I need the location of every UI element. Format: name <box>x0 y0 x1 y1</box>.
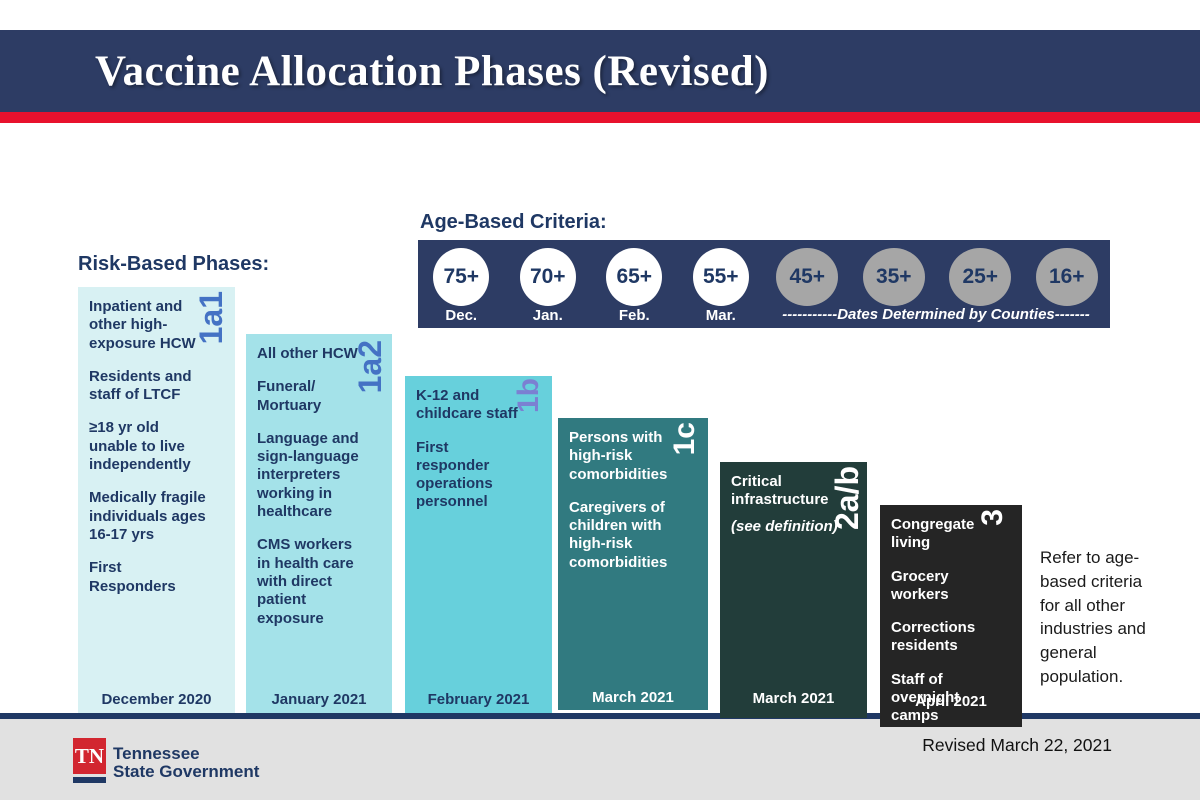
phase-item: Language and sign-language interpreters … <box>257 429 359 521</box>
age-circle: 25+ <box>949 248 1012 306</box>
phase-date: March 2021 <box>752 690 835 707</box>
risk-based-phases-label: Risk-Based Phases: <box>78 253 270 275</box>
tn-logo-line1: Tennessee <box>113 744 200 763</box>
phase-id-label: 2a/b <box>829 466 865 531</box>
phase-item: Funeral/ Mortuary <box>257 378 322 414</box>
phase-item: (see definition) <box>731 517 838 535</box>
phase-item-list: Critical infrastructure (see definition) <box>720 462 867 536</box>
phase-column-3: Congregate living Grocery workers Correcti… <box>880 505 1022 727</box>
phase-item: Grocery workers <box>891 567 949 603</box>
phase-item: Staff of overnight camps <box>891 670 960 725</box>
red-accent-stripe <box>0 112 1200 123</box>
age-circle: 16+ <box>1035 248 1098 306</box>
phase-item: ≥18 yr old unable to live independently <box>89 419 191 474</box>
phase-column-1a2: All other HCW Funeral/ Mortuary Language a… <box>246 334 392 713</box>
tn-logo-line2: State Government <box>113 762 260 781</box>
tn-logo-text: Tennessee State Government <box>113 745 259 781</box>
phase-item: Inpatient and other high-exposure HCW <box>89 298 196 352</box>
age-criteria-box: 75+ Dec. 70+ Jan. 65+ Feb. 55+ Mar. 45+ 35+ 25+ 16+… <box>418 240 1110 328</box>
age-group-65plus: 65+ Feb. <box>591 248 678 328</box>
age-group-16plus: 16+ <box>1024 248 1111 328</box>
phase-id-label: 1a1 <box>193 291 229 345</box>
phase-id-label: 3 <box>976 509 1009 526</box>
page-title: Vaccine Allocation Phases (Revised) <box>95 47 770 95</box>
phase-id-label: 1b <box>512 378 545 414</box>
refer-note: Refer to age-based criteria for all othe… <box>1040 548 1146 686</box>
phase-item-list: Congregate living Grocery workers Correcti… <box>880 505 1022 726</box>
phase-item: K-12 and childcare staff <box>416 387 518 423</box>
phase-item: Caregivers of children with high-risk co… <box>569 498 668 571</box>
phase-column-1c: Persons with high-risk comorbidities Care… <box>558 418 708 710</box>
age-circle: 70+ <box>519 248 576 306</box>
age-group-35plus: 35+ <box>851 248 938 328</box>
age-group-45plus: 45+ <box>764 248 851 328</box>
phase-item: First Responders <box>89 559 176 595</box>
age-based-criteria-label: Age-Based Criteria: <box>420 211 607 233</box>
age-group-25plus: 25+ <box>937 248 1024 328</box>
tn-logo-underline <box>73 777 106 783</box>
age-circle: 55+ <box>692 248 749 306</box>
revised-date: Revised March 22, 2021 <box>922 735 1112 755</box>
header-bar <box>0 30 1200 112</box>
phase-column-2a/b: Critical infrastructure (see definition) 2… <box>720 462 867 718</box>
phase-item-list: Persons with high-risk comorbidities Care… <box>558 418 708 572</box>
phase-item: Congregate living <box>891 516 975 552</box>
age-group-75plus: 75+ Dec. <box>418 248 505 328</box>
phase-column-1a1: Inpatient and other high-exposure HCW Res… <box>78 287 235 713</box>
bottom-divider-line <box>0 713 1200 719</box>
phase-item-list: All other HCW Funeral/ Mortuary Language a… <box>246 334 392 628</box>
age-circle: 75+ <box>433 248 490 306</box>
age-month-label: Mar. <box>705 307 736 324</box>
dates-determined-note: -----------Dates Determined by Counties-… <box>782 306 1090 323</box>
age-circle: 45+ <box>776 248 839 306</box>
phase-date: February 2021 <box>427 691 530 708</box>
phase-item: Residents and staff of LTCF <box>89 367 192 404</box>
phase-id-label: 1c <box>668 422 701 456</box>
phase-item-list: K-12 and childcare staff First responder … <box>405 376 552 512</box>
phase-item: All other HCW <box>257 345 358 362</box>
phase-item: CMS workers in health care with direct p… <box>257 536 354 627</box>
phase-date: January 2021 <box>271 691 367 708</box>
age-circle-row: 75+ Dec. 70+ Jan. 65+ Feb. 55+ Mar. 45+ 35+ 25+ 16+ <box>418 240 1110 328</box>
phase-item: Medically fragile individuals ages 16-17… <box>89 489 206 543</box>
phase-item-list: Inpatient and other high-exposure HCW Res… <box>78 287 235 596</box>
phase-item: Corrections residents <box>891 619 976 655</box>
footer: TN Tennessee State Government Revised Ma… <box>0 719 1200 800</box>
age-month-label: Feb. <box>618 307 650 324</box>
phase-item: Critical infrastructure <box>731 473 829 509</box>
age-month-label: Dec. <box>445 307 478 324</box>
age-circle: 35+ <box>862 248 925 306</box>
phase-date: April 2021 <box>915 693 987 710</box>
phase-column-1b: K-12 and childcare staff First responder … <box>405 376 552 713</box>
phase-id-label: 1a2 <box>352 340 388 394</box>
phase-item: Persons with high-risk comorbidities <box>569 429 668 483</box>
age-circle: 65+ <box>606 248 663 306</box>
tn-logo-icon: TN <box>73 738 106 774</box>
phase-date: December 2020 <box>101 691 212 708</box>
phase-date: March 2021 <box>592 689 674 706</box>
phase-item: First responder operations personnel <box>416 438 493 511</box>
age-group-70plus: 70+ Jan. <box>505 248 592 328</box>
age-month-label: Jan. <box>532 307 563 324</box>
age-group-55plus: 55+ Mar. <box>678 248 765 328</box>
